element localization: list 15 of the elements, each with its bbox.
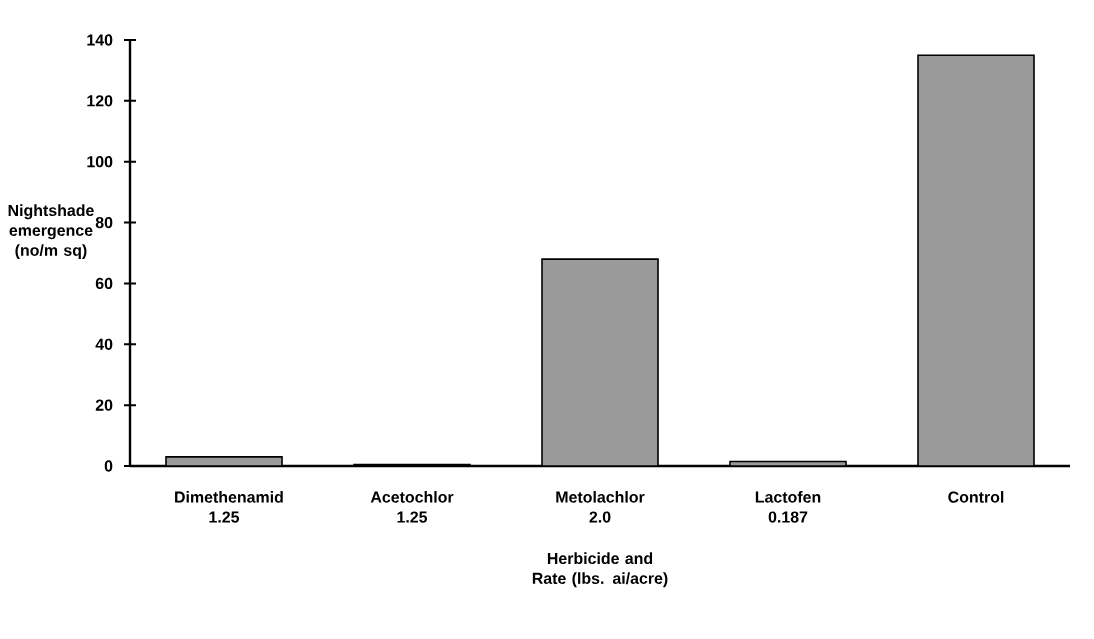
x-tick-label: Lactofen 0.187 [755,491,821,523]
y-tick-label: 80 [95,216,113,229]
y-tick-label: 0 [104,460,113,472]
y-axis-title: Nightshade emergence (no/m sq) [8,204,94,260]
y-tick-label: 40 [95,338,113,350]
y-tick-label: 120 [87,95,113,107]
y-tick-label: 100 [87,156,113,168]
y-tick-label: 60 [95,277,113,290]
y-tick-label: 20 [95,399,113,411]
x-tick-label: Dimethenamid 1.25 [175,491,283,523]
x-tick-label: Control [948,491,1004,503]
x-tick-label: Metolachlor 2.0 [556,491,645,523]
y-tick-label: 140 [87,34,113,46]
x-axis-title: Herbicide and Rate (lbs. ai/acre) [532,552,668,588]
x-tick-label: Acetochlor 1.25 [370,491,454,523]
